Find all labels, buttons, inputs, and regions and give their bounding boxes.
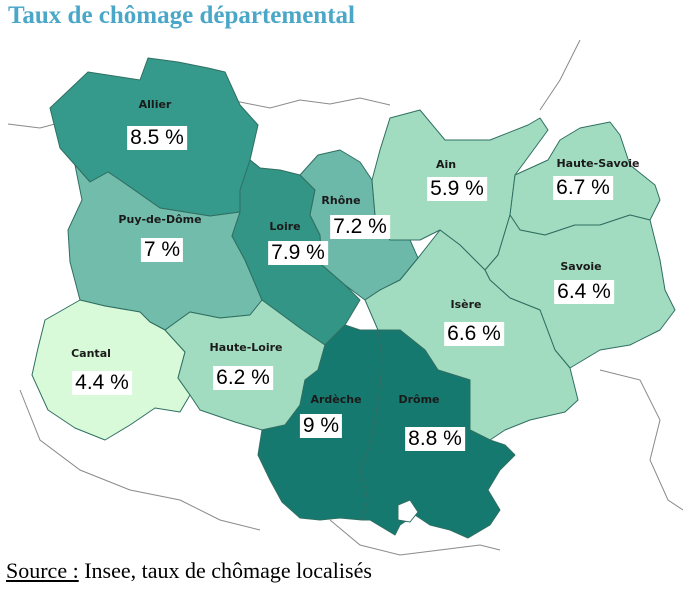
label-ain-value: 5.9 % [427, 177, 487, 201]
label-allier-value: 8.5 % [127, 126, 187, 150]
source-label: Source : [6, 558, 79, 583]
source-text: Insee, taux de chômage localisés [78, 558, 372, 583]
label-rhone-name: Rhône [321, 194, 361, 207]
outer-border-southwest [19, 389, 261, 531]
source-note: Source : Insee, taux de chômage localisé… [6, 558, 372, 584]
label-loire-value: 7.9 % [268, 241, 328, 265]
label-savoie-value: 6.4 % [554, 280, 614, 304]
label-allier-name: Allier [138, 98, 172, 111]
label-isere-value: 6.6 % [444, 322, 504, 346]
label-drome-name: Drôme [398, 393, 440, 406]
label-rhone-value: 7.2 % [330, 215, 390, 239]
label-haute-loire-value: 6.2 % [213, 366, 273, 390]
outer-border-southeast [599, 369, 683, 511]
dept-cantal[interactable] [31, 299, 191, 441]
label-drome-value: 8.8 % [405, 427, 465, 451]
label-isere-name: Isère [450, 298, 482, 311]
label-cantal-value: 4.4 % [72, 371, 132, 395]
label-savoie-name: Savoie [560, 260, 602, 273]
outer-border-east [539, 39, 581, 111]
outer-border-northeast [229, 97, 391, 109]
label-puy-de-dome-name: Puy-de-Dôme [118, 213, 202, 226]
label-ardeche-value: 9 % [299, 414, 343, 438]
enclave [397, 499, 419, 523]
label-puy-de-dome-value: 7 % [140, 238, 184, 262]
label-haute-loire-name: Haute-Loire [209, 341, 283, 354]
map-title: Taux de chômage départemental [8, 2, 355, 29]
label-ain-name: Ain [435, 158, 457, 171]
label-loire-name: Loire [269, 220, 301, 233]
label-haute-savoie-value: 6.7 % [553, 176, 613, 200]
label-cantal-name: Cantal [71, 347, 111, 360]
label-haute-savoie-name: Haute-Savoie [556, 157, 640, 170]
label-ardeche-name: Ardèche [310, 393, 362, 406]
outer-border-south [329, 519, 501, 556]
